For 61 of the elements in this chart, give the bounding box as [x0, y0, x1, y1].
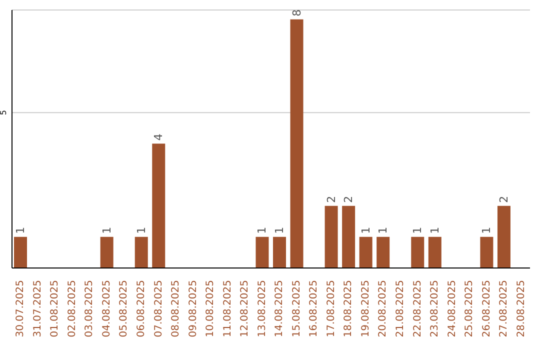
- x-tick-label: 18.08.2025: [343, 280, 354, 338]
- data-label: 4: [152, 134, 166, 141]
- bar: [152, 144, 166, 268]
- x-tick-label: 14.08.2025: [274, 280, 286, 338]
- bar: [497, 206, 510, 268]
- x-tick-label: 13.08.2025: [256, 280, 268, 338]
- x-tick-label: 31.07.2025: [32, 280, 44, 338]
- data-label: 8: [290, 9, 304, 16]
- x-tick-label: 01.08.2025: [50, 280, 61, 338]
- data-label: 1: [428, 226, 442, 234]
- data-label: 2: [342, 196, 356, 203]
- x-tick-label: 08.08.2025: [170, 280, 182, 338]
- data-label: 1: [256, 226, 269, 234]
- x-tick-label: 26.08.2025: [481, 280, 492, 338]
- data-label: 2: [324, 196, 338, 203]
- x-tick-label: 28.08.2025: [516, 280, 527, 338]
- x-tick-label: 07.08.2025: [153, 280, 164, 338]
- x-tick-label: 12.08.2025: [240, 280, 251, 338]
- x-tick-label: 09.08.2025: [188, 280, 199, 338]
- data-label: 2: [497, 196, 510, 203]
- x-tick-label: 30.07.2025: [15, 280, 26, 338]
- data-label: 1: [273, 226, 286, 234]
- data-label: 1: [100, 226, 114, 234]
- bar: [428, 236, 442, 268]
- x-tick-label: 16.08.2025: [308, 280, 320, 338]
- data-label: 1: [376, 226, 390, 234]
- x-tick-label: 15.08.2025: [291, 280, 302, 338]
- bar: [324, 206, 338, 268]
- data-label: 1: [480, 226, 494, 234]
- x-tick-label: 03.08.2025: [84, 280, 96, 338]
- bar: [411, 236, 424, 268]
- x-tick-label: 06.08.2025: [136, 280, 147, 338]
- bar: [359, 236, 372, 268]
- bar: [480, 236, 494, 268]
- bar: [14, 236, 27, 268]
- x-tick-label: 02.08.2025: [66, 280, 78, 338]
- bar: [342, 206, 356, 268]
- x-tick-label: 04.08.2025: [101, 280, 112, 338]
- x-tick-label: 20.08.2025: [378, 280, 389, 338]
- bar: [100, 236, 114, 268]
- data-label: 1: [134, 226, 148, 234]
- x-tick-label: 10.08.2025: [205, 280, 216, 338]
- bar: [256, 236, 269, 268]
- data-label: 1: [14, 226, 27, 234]
- x-tick-label: 05.08.2025: [118, 280, 130, 338]
- bar: [290, 19, 304, 268]
- x-tick-label: 24.08.2025: [446, 280, 458, 338]
- data-label: 1: [411, 226, 424, 234]
- x-tick-label: 17.08.2025: [326, 280, 337, 338]
- x-tick-label: 22.08.2025: [412, 280, 424, 338]
- x-tick-label: 27.08.2025: [498, 280, 510, 338]
- x-tick-label: 11.08.2025: [222, 280, 234, 338]
- x-tick-label: 21.08.2025: [395, 280, 406, 338]
- bar: [273, 236, 286, 268]
- bar: [134, 236, 148, 268]
- x-tick-label: 25.08.2025: [464, 280, 476, 338]
- y-tick-label: 5: [0, 110, 8, 116]
- bar: [376, 236, 390, 268]
- x-tick-label: 23.08.2025: [430, 280, 441, 338]
- x-tick-label: 19.08.2025: [360, 280, 372, 338]
- data-label: 1: [359, 226, 372, 234]
